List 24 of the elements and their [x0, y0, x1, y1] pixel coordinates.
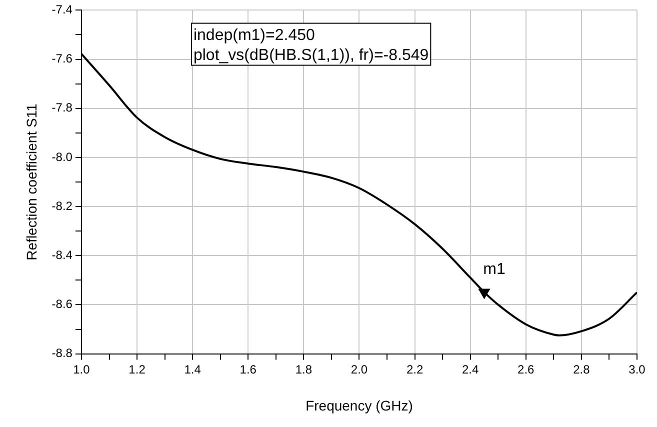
x-tick-label: 2.2: [406, 362, 424, 376]
y-tick-label: -8.0: [52, 150, 73, 164]
x-tick-label: 1.4: [184, 362, 202, 376]
x-tick-label: 1.2: [128, 362, 146, 376]
annotation: m1: [483, 261, 506, 278]
y-tick-label: -7.6: [52, 52, 73, 66]
y-tick-label: -8.6: [52, 297, 73, 312]
x-tick-label: 2.0: [350, 362, 368, 376]
y-axis-title: Reflection coefficient S11: [23, 103, 40, 260]
y-tick-label: -8.2: [52, 198, 73, 213]
x-tick-label: 1.6: [240, 362, 257, 376]
annotation: plot_vs(dB(HB.S(1,1)), fr)=-8.549: [193, 47, 429, 64]
y-tick-label: -7.4: [52, 2, 73, 17]
x-tick-label: 3.0: [628, 362, 646, 376]
x-axis-title: Frequency (GHz): [306, 397, 413, 414]
x-tick-label: 2.6: [518, 362, 535, 376]
annotation: indep(m1)=2.450: [193, 27, 315, 44]
y-tick-label: -8.8: [52, 346, 73, 360]
y-tick-label: -7.8: [52, 100, 73, 115]
y-tick-label: -8.4: [52, 248, 73, 262]
x-tick-label: 2.4: [462, 362, 480, 376]
x-tick-label: 2.8: [573, 362, 590, 376]
x-tick-label: 1.0: [73, 362, 90, 376]
x-tick-label: 1.8: [295, 362, 312, 376]
